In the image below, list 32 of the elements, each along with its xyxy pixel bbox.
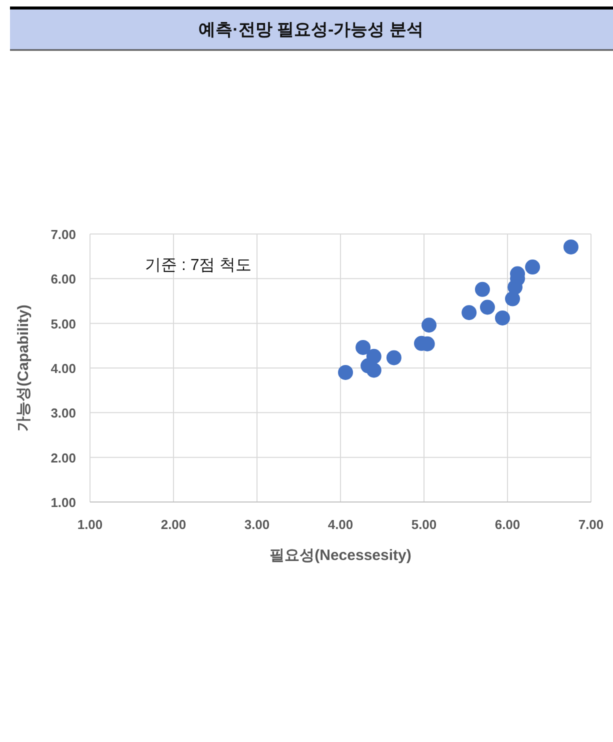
y-tick-label: 6.00 (50, 272, 76, 287)
point (480, 300, 495, 315)
y-tick-label: 1.00 (50, 495, 76, 510)
point (338, 364, 354, 380)
point (386, 350, 402, 366)
y-tick-label: 3.00 (50, 406, 76, 421)
chart-title: 예측·전망 필요성-가능성 분석 (198, 20, 424, 39)
y-tick-label: 2.00 (50, 450, 76, 466)
y-tick-label: 7.00 (50, 227, 76, 242)
point (356, 340, 371, 355)
point (474, 282, 490, 297)
point (494, 310, 510, 326)
x-tick-label: 2.00 (160, 517, 186, 532)
x-axis-title: 필요성(Necessesity) (270, 547, 412, 564)
x-tick-label: 1.00 (77, 517, 103, 532)
y-tick-label: 4.00 (50, 361, 76, 376)
point (508, 280, 523, 295)
annotation: 기준 : 7점 척도 (145, 257, 252, 274)
y-tick-label: 5.00 (50, 316, 76, 332)
x-tick-label: 4.00 (328, 517, 354, 532)
x-tick-label: 7.00 (578, 517, 604, 532)
point (563, 239, 578, 254)
x-tick-label: 3.00 (244, 517, 270, 532)
point (525, 260, 540, 275)
point (422, 318, 437, 333)
x-tick-label: 6.00 (494, 517, 520, 532)
y-axis-title: 가능성(Capability) (15, 304, 32, 432)
point (366, 362, 382, 378)
x-tick-label: 5.00 (411, 517, 437, 532)
title: 예측·전망 필요성-가능성 분석 (10, 6, 613, 51)
point (462, 305, 477, 320)
point (505, 291, 520, 306)
